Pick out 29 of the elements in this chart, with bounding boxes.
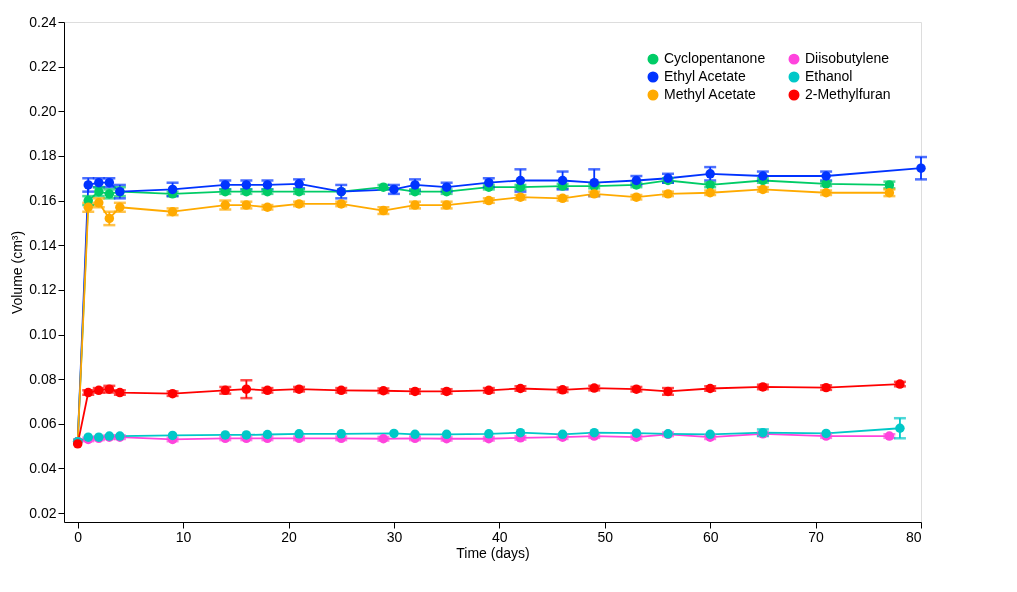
legend-label: Cyclopentanone — [664, 50, 766, 67]
x-tick-label: 80 — [905, 528, 922, 545]
x-tick-label: 60 — [702, 528, 719, 545]
legend-label: Ethanol — [805, 68, 853, 84]
y-tick-label: 0.18 — [29, 147, 57, 164]
y-tick-label: 0.20 — [29, 102, 57, 119]
x-tick-label: 20 — [281, 528, 298, 545]
x-tick-label: 10 — [175, 528, 192, 545]
x-tick-label: 40 — [492, 528, 508, 545]
legend-label: Methyl Acetate — [664, 86, 757, 102]
y-tick-label: 0.14 — [29, 236, 57, 253]
y-tick-label: 0.06 — [29, 415, 57, 432]
y-tick-label: 0.22 — [29, 58, 57, 75]
x-tick-label: 50 — [597, 528, 614, 545]
y-tick-label: 0.04 — [29, 459, 57, 476]
y-tick-label: 0.12 — [29, 281, 57, 298]
legend-label: Ethyl Acetate — [664, 68, 746, 84]
y-axis-title: Volume (cm³) — [9, 230, 26, 315]
y-tick-label: 0.10 — [29, 326, 57, 342]
y-tick-label: 0.16 — [29, 192, 57, 209]
x-axis-title: Time (days) — [456, 544, 530, 561]
y-tick-label: 0.02 — [29, 504, 57, 521]
y-tick-label: 0.24 — [29, 13, 57, 30]
legend-label: 2-Methylfuran — [805, 86, 891, 102]
x-tick-label: 30 — [386, 528, 403, 545]
legend-label: Diisobutylene — [805, 50, 890, 67]
x-tick-label: 70 — [808, 528, 825, 545]
x-tick-label: 0 — [74, 528, 83, 545]
y-tick-label: 0.08 — [29, 370, 57, 387]
